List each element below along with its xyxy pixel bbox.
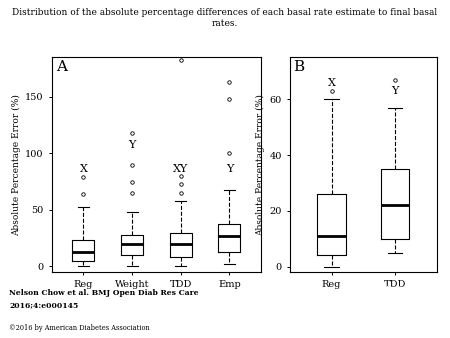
Text: Nelson Chow et al. BMJ Open Diab Res Care: Nelson Chow et al. BMJ Open Diab Res Car… — [9, 289, 198, 297]
Text: BMJ Open
Diabetes
Research
& Care: BMJ Open Diabetes Research & Care — [375, 286, 419, 328]
Text: 2016;4:e000145: 2016;4:e000145 — [9, 301, 78, 310]
Text: B: B — [293, 59, 304, 74]
Text: rates.: rates. — [212, 19, 238, 28]
Text: X: X — [80, 164, 87, 174]
Text: Y: Y — [128, 140, 136, 150]
Text: ©2016 by American Diabetes Association: ©2016 by American Diabetes Association — [9, 324, 150, 333]
Text: Y: Y — [392, 87, 399, 96]
Text: Distribution of the absolute percentage differences of each basal rate estimate : Distribution of the absolute percentage … — [13, 8, 437, 18]
Text: A: A — [56, 59, 67, 74]
Text: Y: Y — [226, 164, 233, 174]
Text: XY: XY — [173, 164, 189, 174]
Y-axis label: Absolute Percentage Error (%): Absolute Percentage Error (%) — [256, 94, 265, 236]
Y-axis label: Absolute Percentage Error (%): Absolute Percentage Error (%) — [12, 94, 21, 236]
Text: X: X — [328, 78, 336, 88]
